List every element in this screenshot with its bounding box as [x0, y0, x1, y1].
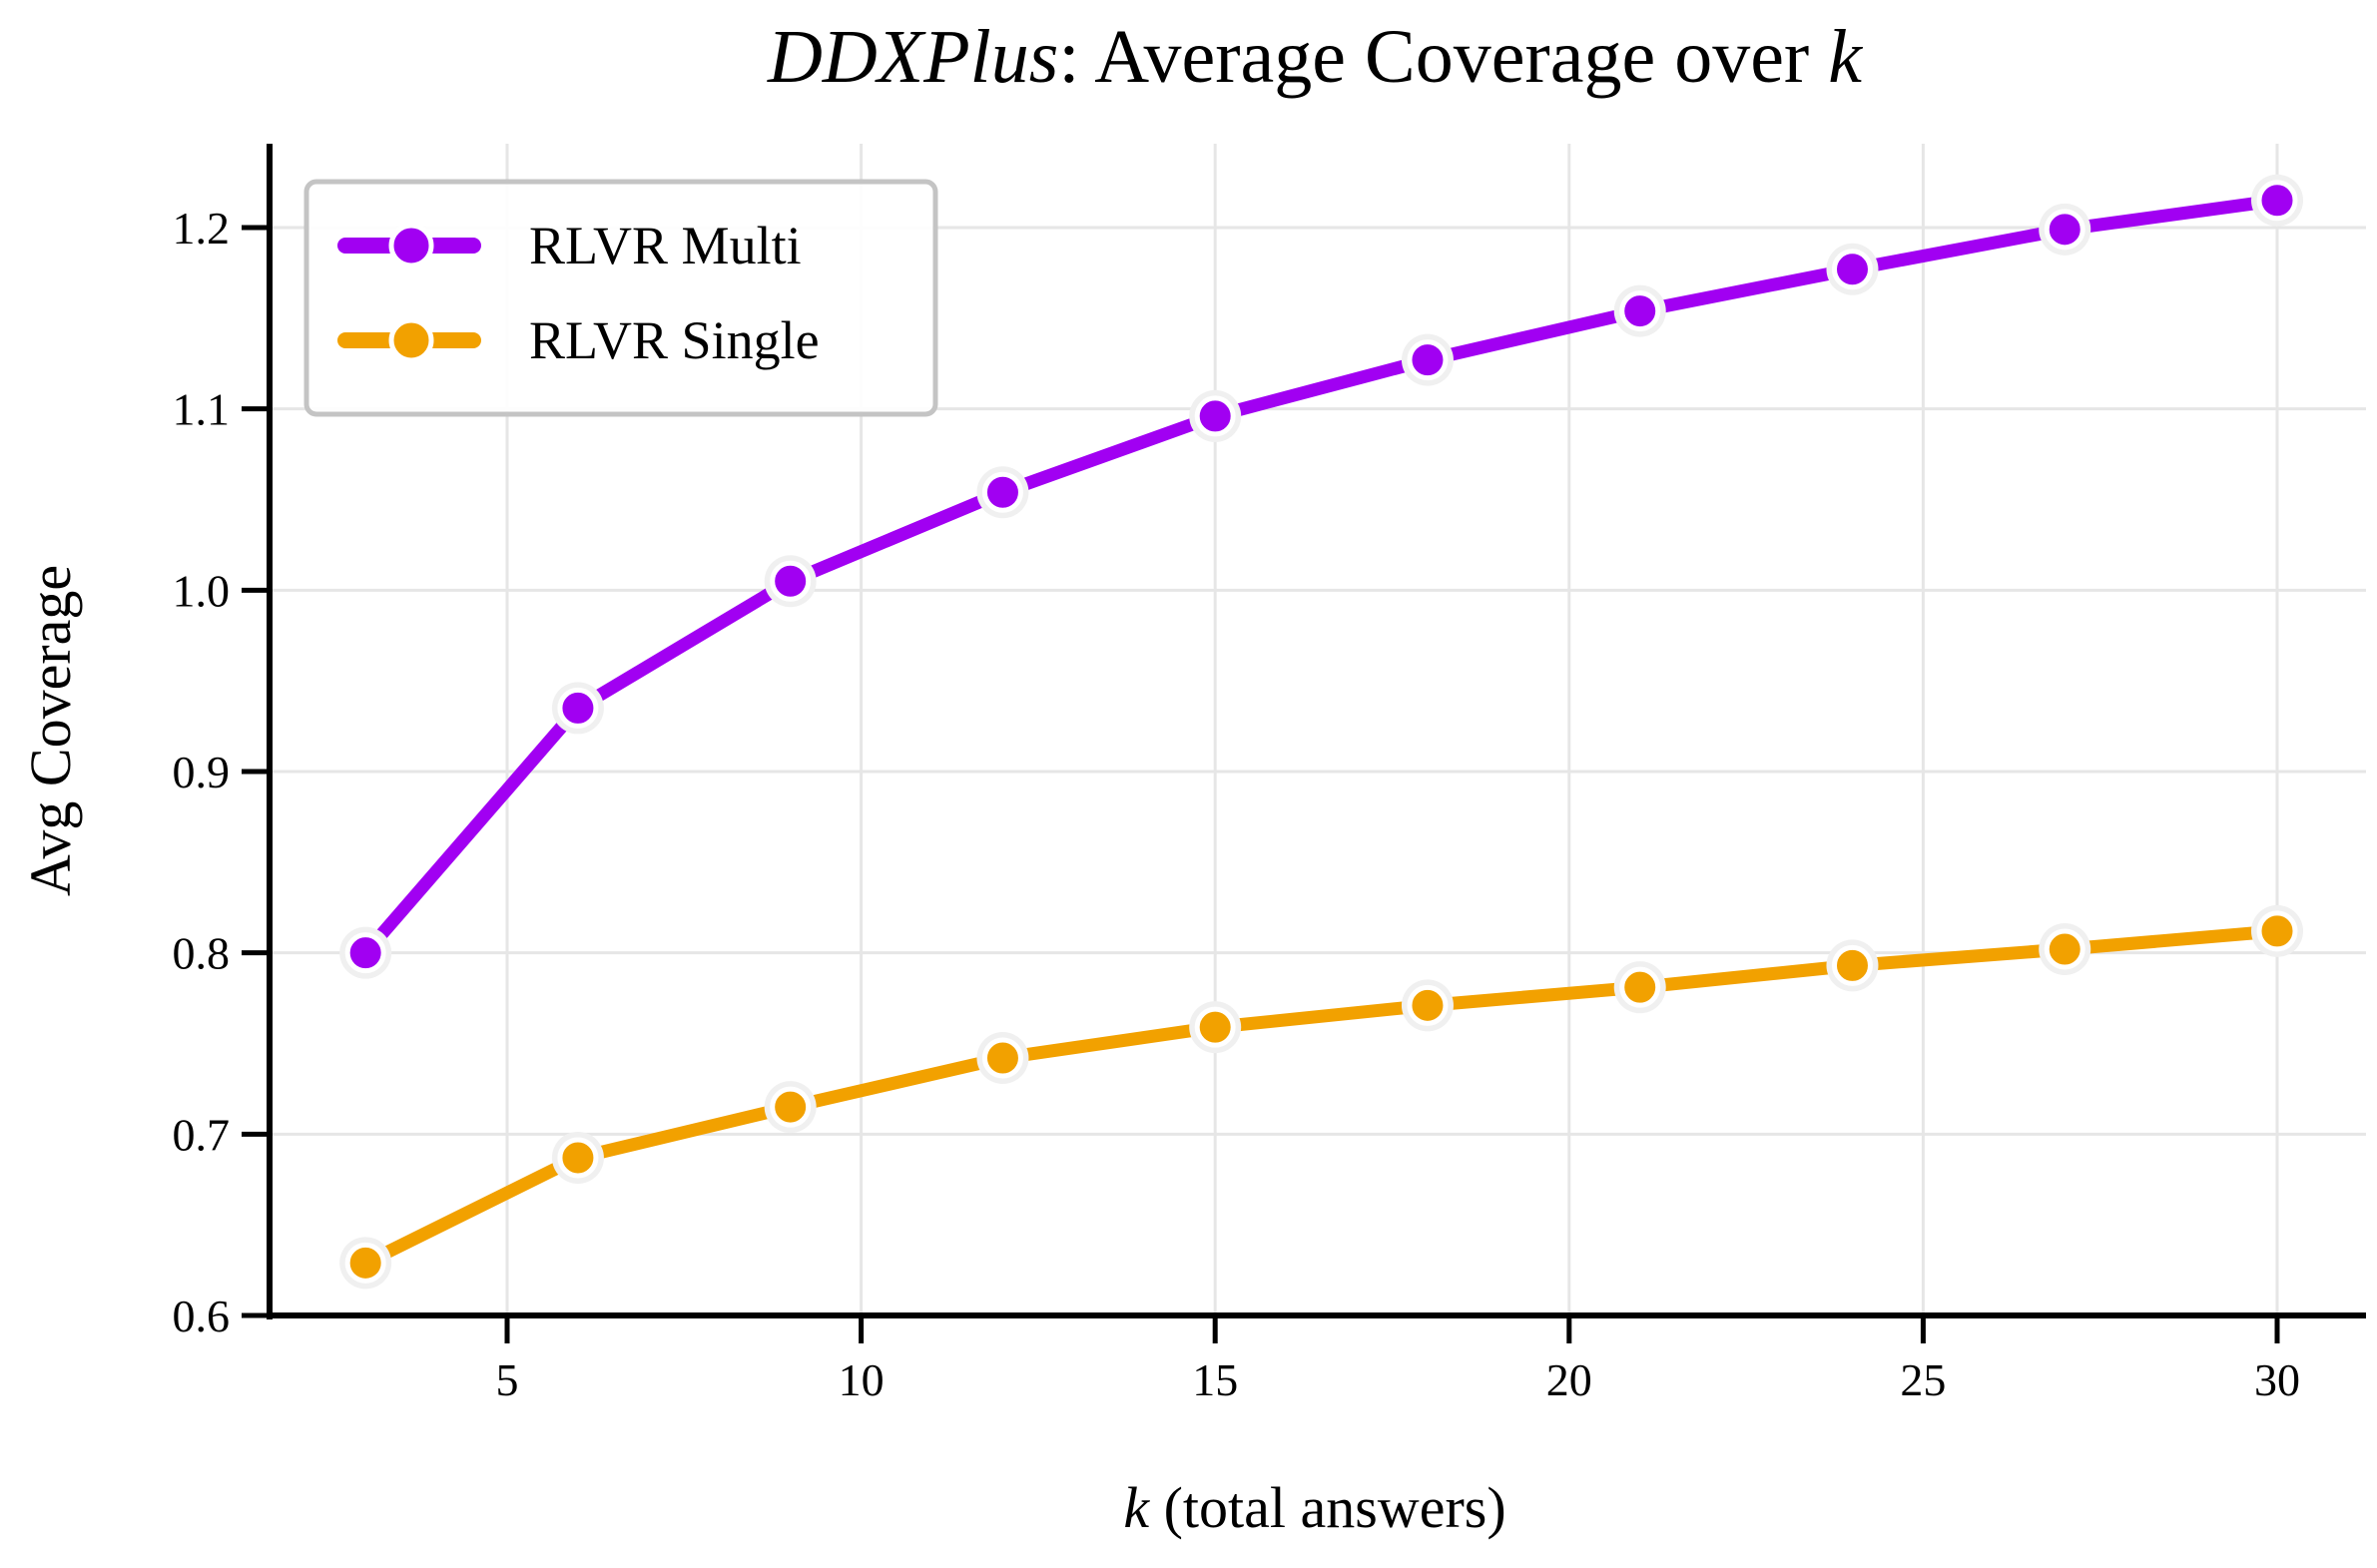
x-tick-label: 25 — [1900, 1354, 1946, 1405]
data-point — [1194, 395, 1236, 437]
legend-label: RLVR Single — [529, 310, 820, 370]
data-point — [1619, 966, 1661, 1008]
legend: RLVR Multi RLVR Single — [303, 179, 938, 417]
x-tick-label: 20 — [1546, 1354, 1592, 1405]
chart-title: DDXPlus: Average Coverage over k — [767, 15, 1863, 99]
data-point — [557, 687, 599, 729]
y-axis-label: Avg Coverage — [18, 565, 83, 896]
data-point — [1831, 249, 1873, 290]
x-tick-label: 5 — [496, 1354, 519, 1405]
y-tick-label: 0.8 — [173, 928, 231, 979]
data-point — [344, 1242, 386, 1284]
data-point — [2044, 209, 2085, 251]
x-axis-label: k (total answers) — [1123, 1475, 1505, 1540]
y-tick-label: 0.9 — [173, 747, 231, 797]
series-line — [362, 924, 2278, 1270]
data-point — [770, 560, 812, 602]
data-point — [770, 1086, 812, 1128]
data-point — [2256, 910, 2298, 952]
legend-label: RLVR Multi — [529, 216, 802, 275]
series-line — [360, 194, 2278, 957]
axes: 5 10 15 20 25 30 0.6 0.7 0.8 0.9 1.0 1.1 1.2 — [173, 144, 2366, 1405]
data-point — [1831, 944, 1873, 986]
x-tick-label: 15 — [1192, 1354, 1238, 1405]
data-point — [2044, 928, 2085, 970]
data-point — [1407, 339, 1449, 381]
legend-marker — [388, 223, 434, 268]
x-tick-label: 10 — [839, 1354, 885, 1405]
y-tick-label: 1.0 — [173, 565, 231, 616]
data-point — [557, 1137, 599, 1179]
data-point — [1407, 984, 1449, 1026]
data-point — [1619, 290, 1661, 332]
y-tick-label: 0.6 — [173, 1291, 231, 1341]
y-tick-label: 1.1 — [173, 384, 231, 435]
y-tick-label: 1.2 — [173, 203, 231, 254]
data-point — [2256, 180, 2298, 222]
series-group — [339, 174, 2303, 1290]
data-point — [981, 471, 1023, 513]
data-point — [344, 932, 386, 974]
y-tick-label: 0.7 — [173, 1109, 231, 1160]
data-point — [1194, 1006, 1236, 1048]
legend-marker — [388, 317, 434, 363]
data-point — [981, 1037, 1023, 1079]
x-tick-label: 30 — [2254, 1354, 2300, 1405]
